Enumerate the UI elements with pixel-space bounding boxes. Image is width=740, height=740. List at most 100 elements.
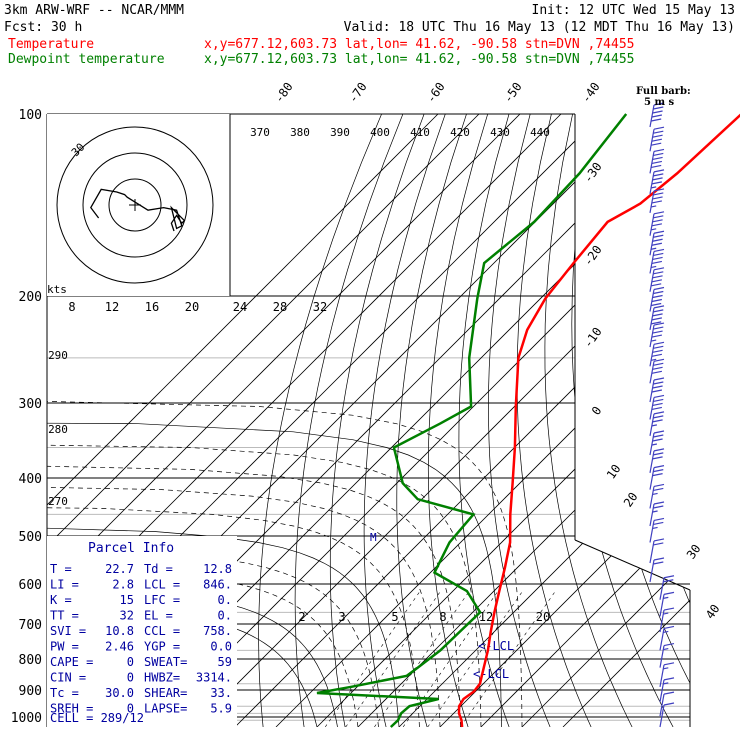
sounding-series	[316, 113, 740, 728]
dry-adiabat	[719, 114, 740, 727]
parcel-value-2: 5.9	[210, 702, 232, 716]
annotation-lcl-2: <-LCL	[473, 667, 509, 681]
parcel-value-1: 30.0	[105, 686, 134, 700]
theta-label: 400	[370, 126, 390, 139]
parcel-row: PW = 2.46 YGP = 0.0	[50, 640, 232, 654]
mixing-ratio-label: 2	[298, 610, 305, 624]
wind-barb	[659, 691, 675, 717]
wind-barb	[659, 677, 675, 702]
init-time: Init: 12 UTC Wed 15 May 13	[532, 3, 736, 18]
wind-barb	[649, 148, 665, 174]
parcel-row: TT = 32 EL = 0.	[50, 609, 232, 623]
parcel-row: K = 15 LFC = 0.	[50, 593, 232, 607]
parcel-key-1: T =	[50, 562, 72, 576]
dry-adiabat	[672, 114, 690, 727]
hodograph: 30 kts	[47, 114, 231, 296]
parcel-key-1: PW =	[50, 640, 79, 654]
dry-adiabat	[396, 114, 467, 727]
pressure-tick-label: 600	[19, 578, 42, 593]
parcel-value-1: 15	[120, 593, 134, 607]
wind-barb	[649, 358, 665, 384]
isotherm-label: -40	[579, 80, 603, 106]
wind-barb	[659, 662, 675, 687]
hodograph-units: kts	[47, 283, 67, 296]
wind-barb	[649, 377, 665, 403]
ring-distance-label: 8	[68, 300, 75, 314]
barb-legend: Full barb: 5 m s	[636, 86, 691, 108]
dry-adiabat	[488, 114, 551, 727]
pressure-tick-label: 700	[19, 618, 42, 633]
pressure-tick-label: 100	[19, 108, 42, 123]
wind-barb	[649, 411, 665, 436]
hodograph-ring	[82, 152, 188, 258]
valid-time: Valid: 18 UTC Thu 16 May 13 (12 MDT Thu …	[344, 20, 735, 35]
moist-adiabat	[47, 454, 461, 727]
wind-barb	[649, 126, 665, 152]
wind-barb	[659, 702, 675, 728]
parcel-key-1: LI =	[50, 578, 79, 592]
hodograph-trace	[90, 188, 186, 232]
hodograph-ring	[56, 126, 214, 284]
ring-distance-label: 12	[105, 300, 119, 314]
annotation-lcl-1: <-LCL	[478, 639, 514, 653]
parcel-value-1: 22.7	[105, 562, 134, 576]
dry-adiabat	[544, 114, 633, 727]
theta-label-left: 270	[48, 495, 68, 508]
dewpoint-line	[316, 113, 628, 728]
isotherm-label: -10	[581, 325, 605, 351]
parcel-info-rows: T = 22.7 Td = 12.8 LI = 2.8 LCL = 846. K = 15 LFC …	[50, 562, 232, 716]
moist-adiabat	[47, 495, 420, 727]
theta-label: 440	[530, 126, 550, 139]
wind-barb	[649, 430, 665, 456]
dry-adiabat	[571, 114, 674, 727]
pressure-tick-label: 500	[19, 530, 42, 545]
wind-barb	[649, 465, 665, 490]
parcel-row: CIN = 0 HWBZ= 3314.	[50, 671, 232, 685]
dry-adiabat	[363, 114, 446, 727]
isotherm-label: -50	[501, 80, 525, 106]
dry-adiabat	[427, 114, 489, 727]
isotherm-label: 10	[604, 462, 624, 482]
mixing-ratio-label: 3	[338, 610, 345, 624]
wind-barb	[649, 341, 665, 367]
barb-legend-line2: 5 m s	[644, 97, 675, 108]
wind-barb	[649, 501, 665, 527]
parcel-key-2: HWBZ=	[144, 671, 180, 685]
parcel-info-box: Parcel Info T = 22.7 Td = 12.8 LI = 2.8 LCL = 8…	[47, 536, 237, 734]
parcel-key-1: TT =	[50, 609, 79, 623]
parcel-value-2: 0.0	[210, 640, 232, 654]
parcel-info-title: Parcel Info	[88, 541, 174, 556]
ring-distance-label: 20	[185, 300, 199, 314]
parcel-key-1: SREH =	[50, 702, 93, 716]
wind-barb	[649, 538, 665, 564]
moist-adiabat	[47, 557, 359, 727]
wind-barb	[649, 102, 665, 128]
wind-barb	[649, 305, 665, 330]
isotherm-label: -60	[424, 80, 448, 106]
parcel-value-1: 2.8	[112, 578, 134, 592]
hodograph-ring	[108, 178, 162, 232]
dry-adiabat	[516, 114, 592, 727]
wind-barb	[649, 169, 665, 195]
parcel-key-2: LFC =	[144, 593, 180, 607]
theta-label: 430	[490, 126, 510, 139]
parcel-key-2: Td =	[144, 562, 173, 576]
pressure-tick-label: 300	[19, 397, 42, 412]
parcel-row: LI = 2.8 LCL = 846.	[50, 578, 232, 592]
wind-barb	[649, 286, 665, 312]
dry-adiabat	[458, 114, 510, 727]
annotation-m: M	[370, 531, 377, 544]
parcel-value-1: 10.8	[105, 624, 134, 638]
isotherm	[47, 114, 480, 727]
parcel-key-1: CIN =	[50, 671, 86, 685]
isotherm	[562, 114, 690, 727]
parcel-key-2: YGP =	[144, 640, 180, 654]
theta-label: 390	[330, 126, 350, 139]
wind-barb	[649, 188, 665, 214]
temperature-line	[457, 113, 740, 728]
parcel-key-2: EL =	[144, 609, 173, 623]
ring-distance-label: 24	[233, 300, 247, 314]
theta-label: 410	[410, 126, 430, 139]
parcel-key-2: LCL =	[144, 578, 180, 592]
